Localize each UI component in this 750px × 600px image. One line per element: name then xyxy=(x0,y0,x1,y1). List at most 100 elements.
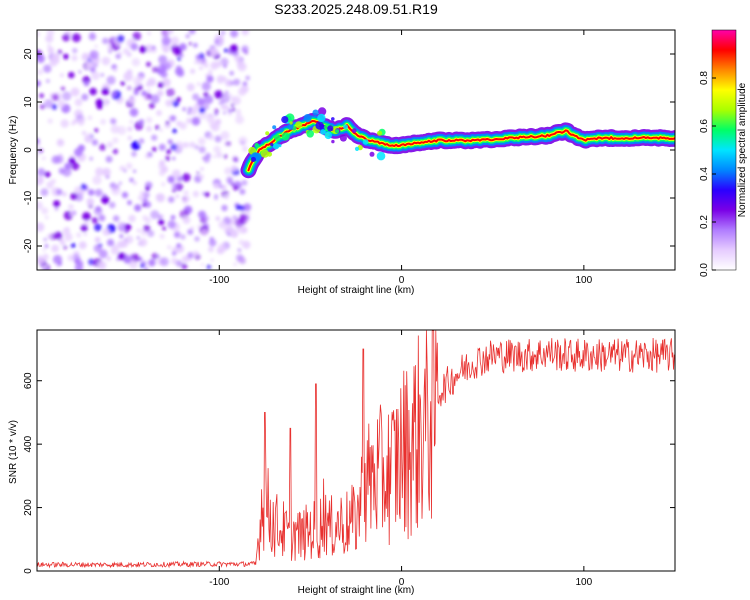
noise-blob xyxy=(194,145,199,150)
noise-blob xyxy=(111,185,121,196)
ridge-blob xyxy=(376,151,386,161)
noise-blob xyxy=(94,128,99,133)
noise-blob xyxy=(37,255,45,265)
noise-blob xyxy=(196,82,201,87)
noise-blob xyxy=(56,188,63,196)
noise-blob xyxy=(192,250,199,257)
noise-blob xyxy=(193,60,198,65)
noise-blob xyxy=(44,99,54,109)
noise-blob xyxy=(128,214,136,223)
y-tick-label: 0 xyxy=(23,568,34,574)
noise-blob xyxy=(231,96,241,106)
noise-blob xyxy=(70,243,76,248)
noise-blob xyxy=(175,260,183,267)
noise-blob xyxy=(154,125,160,130)
noise-blob xyxy=(100,118,106,125)
ridge-blob xyxy=(377,130,383,136)
noise-blob xyxy=(40,188,49,197)
noise-blob xyxy=(76,232,82,238)
noise-blob xyxy=(155,193,165,203)
noise-blob xyxy=(187,252,194,259)
chart-title: S233.2025.248.09.51.R19 xyxy=(274,1,438,17)
noise-blob xyxy=(45,79,50,83)
y-tick-label: 600 xyxy=(23,372,34,389)
noise-blob xyxy=(182,173,191,182)
noise-blob xyxy=(93,206,103,216)
noise-blob xyxy=(108,201,116,209)
ridge-blob xyxy=(331,117,335,121)
noise-blob xyxy=(37,32,40,37)
snr-plot-area xyxy=(37,330,675,571)
noise-blob xyxy=(201,263,205,267)
noise-blob xyxy=(42,248,46,252)
ridge-blob xyxy=(339,134,347,142)
noise-blob xyxy=(102,37,109,45)
noise-blob xyxy=(37,222,45,232)
ridge-blob xyxy=(260,149,269,158)
noise-blob xyxy=(190,68,196,74)
noise-blob xyxy=(221,94,231,104)
noise-blob xyxy=(46,233,52,240)
noise-blob xyxy=(223,111,227,115)
noise-blob xyxy=(119,165,126,172)
noise-blob xyxy=(130,253,134,257)
noise-blob xyxy=(176,97,181,102)
noise-blob xyxy=(237,87,247,96)
noise-blob xyxy=(208,246,214,253)
noise-blob xyxy=(111,91,118,98)
noise-blob xyxy=(145,44,154,53)
noise-blob xyxy=(112,137,119,144)
noise-blob xyxy=(142,198,148,204)
noise-blob xyxy=(215,118,222,125)
noise-blob xyxy=(237,248,242,253)
noise-blob xyxy=(80,224,88,232)
noise-blob xyxy=(176,65,182,71)
noise-blob xyxy=(117,240,125,249)
noise-blob xyxy=(91,71,100,81)
noise-blob xyxy=(99,143,106,151)
noise-blob xyxy=(118,181,122,185)
noise-blob xyxy=(186,83,195,92)
noise-blob xyxy=(157,67,165,75)
noise-blob xyxy=(113,67,118,72)
noise-blob xyxy=(101,56,111,66)
colorbar-tick-label: 0.2 xyxy=(699,215,710,229)
noise-blob xyxy=(54,231,63,240)
noise-blob xyxy=(88,32,97,41)
noise-blob xyxy=(242,48,246,53)
noise-blob xyxy=(234,218,244,228)
noise-blob xyxy=(220,30,226,36)
x-tick-label: 0 xyxy=(399,275,405,286)
noise-blob xyxy=(177,56,181,61)
noise-blob xyxy=(74,147,83,157)
noise-blob xyxy=(193,42,198,48)
noise-blob xyxy=(209,47,219,57)
noise-blob xyxy=(71,162,80,171)
noise-blob xyxy=(176,243,181,248)
noise-blob xyxy=(199,107,206,114)
noise-blob xyxy=(161,182,166,187)
noise-blob xyxy=(152,66,159,73)
noise-blob xyxy=(145,153,150,159)
noise-blob xyxy=(241,179,248,186)
noise-blob xyxy=(81,117,86,122)
noise-blob xyxy=(104,102,108,107)
noise-blob xyxy=(170,36,180,46)
noise-blob xyxy=(37,168,46,177)
snr-y-axis: 0 200 400 600 xyxy=(23,372,675,574)
noise-blob xyxy=(167,220,176,229)
noise-blob xyxy=(152,147,157,152)
noise-blob xyxy=(199,66,203,70)
spectrogram-ridge xyxy=(240,107,675,179)
noise-blob xyxy=(221,204,228,212)
noise-blob xyxy=(69,211,75,217)
noise-blob xyxy=(106,255,112,262)
noise-blob xyxy=(165,120,170,125)
noise-blob xyxy=(156,254,160,258)
noise-blob xyxy=(223,154,228,159)
noise-blob xyxy=(159,214,165,219)
noise-blob xyxy=(158,143,166,151)
noise-blob xyxy=(51,93,60,102)
noise-blob xyxy=(228,112,232,116)
ridge-blob xyxy=(289,121,293,125)
